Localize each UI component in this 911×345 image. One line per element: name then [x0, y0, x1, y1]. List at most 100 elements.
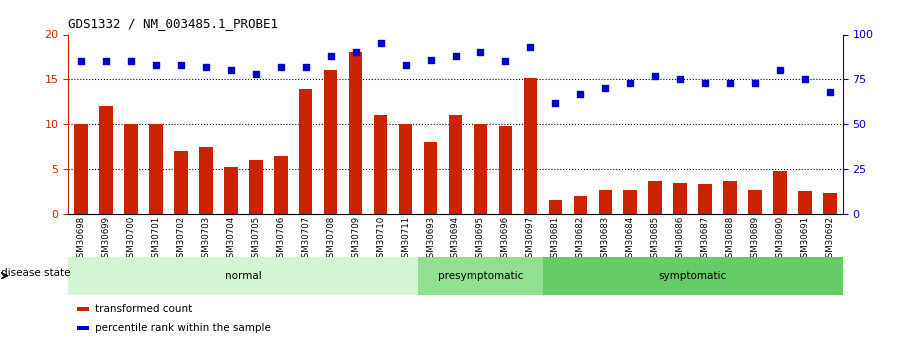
Text: GSM30699: GSM30699: [101, 216, 110, 263]
Point: [424, 57, 438, 62]
Point: [773, 68, 787, 73]
Text: transformed count: transformed count: [95, 304, 192, 314]
Text: presymptomatic: presymptomatic: [438, 271, 523, 281]
Text: GSM30692: GSM30692: [825, 216, 834, 263]
Bar: [623, 190, 637, 214]
Bar: [224, 167, 238, 214]
Text: GSM30708: GSM30708: [326, 216, 335, 263]
Bar: [74, 124, 87, 214]
Bar: [448, 115, 463, 214]
Point: [348, 50, 363, 55]
Point: [374, 41, 388, 46]
Text: GSM30705: GSM30705: [251, 216, 261, 263]
Text: percentile rank within the sample: percentile rank within the sample: [95, 323, 271, 333]
Bar: [673, 183, 687, 214]
Text: GSM30698: GSM30698: [77, 216, 86, 263]
Text: GSM30683: GSM30683: [601, 216, 609, 263]
Point: [623, 80, 638, 86]
Point: [723, 80, 738, 86]
Bar: [474, 124, 487, 214]
Point: [599, 86, 613, 91]
Text: GSM30686: GSM30686: [676, 216, 685, 263]
Bar: [548, 200, 562, 214]
Point: [148, 62, 163, 68]
Bar: [424, 142, 437, 214]
Text: GSM30691: GSM30691: [801, 216, 810, 263]
Point: [498, 59, 513, 64]
Text: GSM30703: GSM30703: [201, 216, 210, 263]
Point: [223, 68, 238, 73]
Point: [448, 53, 463, 59]
Text: GSM30710: GSM30710: [376, 216, 385, 263]
Text: GSM30702: GSM30702: [176, 216, 185, 263]
Text: GSM30704: GSM30704: [226, 216, 235, 263]
Bar: [798, 191, 812, 214]
Bar: [773, 171, 787, 214]
Text: GSM30707: GSM30707: [302, 216, 310, 263]
Text: GSM30697: GSM30697: [526, 216, 535, 263]
Text: GSM30709: GSM30709: [351, 216, 360, 263]
Text: GSM30681: GSM30681: [551, 216, 560, 263]
Point: [398, 62, 413, 68]
Bar: [498, 126, 512, 214]
Bar: [323, 70, 337, 214]
Point: [798, 77, 813, 82]
Bar: [299, 89, 312, 214]
Bar: [399, 124, 413, 214]
Point: [298, 64, 312, 70]
Bar: [274, 156, 288, 214]
Bar: [374, 115, 387, 214]
Bar: [249, 160, 262, 214]
Point: [473, 50, 487, 55]
Text: GSM30696: GSM30696: [501, 216, 510, 263]
Text: disease state: disease state: [1, 268, 70, 277]
Text: GSM30695: GSM30695: [476, 216, 485, 263]
Point: [124, 59, 138, 64]
Bar: [124, 124, 138, 214]
Bar: [748, 190, 763, 214]
Bar: [599, 190, 612, 214]
Point: [548, 100, 563, 106]
Bar: [649, 181, 662, 214]
Bar: [543, 257, 843, 295]
Text: GSM30701: GSM30701: [151, 216, 160, 263]
Text: normal: normal: [225, 271, 261, 281]
Point: [698, 80, 712, 86]
Point: [648, 73, 662, 79]
Bar: [699, 184, 712, 214]
Text: GSM30689: GSM30689: [751, 216, 760, 263]
Bar: [349, 52, 363, 214]
Point: [323, 53, 338, 59]
Bar: [99, 106, 113, 214]
Text: GSM30706: GSM30706: [276, 216, 285, 263]
Bar: [824, 193, 837, 214]
Point: [673, 77, 688, 82]
Point: [249, 71, 263, 77]
Point: [748, 80, 763, 86]
Point: [573, 91, 588, 97]
Text: GSM30687: GSM30687: [701, 216, 710, 263]
Text: GSM30682: GSM30682: [576, 216, 585, 263]
Bar: [574, 196, 588, 214]
Bar: [199, 147, 212, 214]
Point: [273, 64, 288, 70]
Text: GSM30688: GSM30688: [726, 216, 735, 263]
Bar: [148, 124, 163, 214]
Text: GSM30700: GSM30700: [127, 216, 135, 263]
Point: [74, 59, 88, 64]
Text: GSM30690: GSM30690: [776, 216, 784, 263]
Point: [173, 62, 188, 68]
Point: [823, 89, 837, 95]
Bar: [68, 257, 418, 295]
Bar: [723, 181, 737, 214]
Text: GSM30684: GSM30684: [626, 216, 635, 263]
Point: [523, 44, 537, 50]
Text: symptomatic: symptomatic: [659, 271, 727, 281]
Point: [98, 59, 113, 64]
Text: GDS1332 / NM_003485.1_PROBE1: GDS1332 / NM_003485.1_PROBE1: [68, 17, 279, 30]
Bar: [418, 257, 543, 295]
Bar: [174, 151, 188, 214]
Text: GSM30711: GSM30711: [401, 216, 410, 263]
Point: [199, 64, 213, 70]
Text: GSM30693: GSM30693: [426, 216, 435, 263]
